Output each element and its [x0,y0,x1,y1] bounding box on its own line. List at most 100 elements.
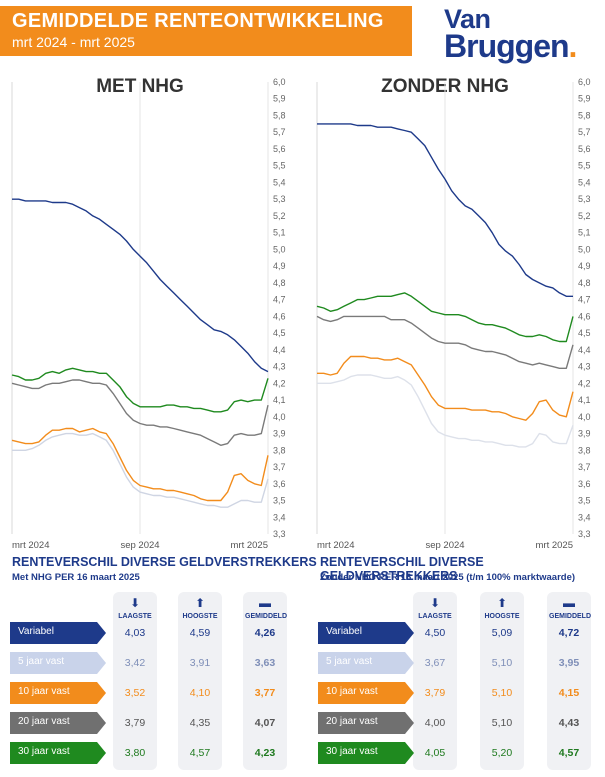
row-label: 30 jaar vast [18,746,70,757]
y-tick-label: 4,2 [578,378,591,388]
series-line-10jaar [11,427,269,502]
row-label: 20 jaar vast [18,716,70,727]
column-label: HOOGSTE [182,613,218,620]
row-label: 5 jaar vast [18,656,65,667]
cell-gemiddeld: 4,07 [254,717,276,729]
column-label: GEMIDDELD [549,613,591,620]
column-background-gemiddeld [547,592,591,770]
row-arrow-fill [318,742,414,764]
y-tick-label: 4,4 [273,345,286,355]
y-tick-label: 3,5 [273,496,286,506]
y-tick-label: 5,3 [578,194,591,204]
column-header-gemiddeld: ▬ GEMIDDELD [245,597,287,620]
series-line-5jaar [12,432,269,508]
chart-met-nhg: MET NHG 6,05,95,85,75,65,55,45,35,25,15,0… [11,76,286,551]
y-tick-label: 5,6 [273,144,286,154]
series-line-5jaar [317,374,574,448]
x-tick-label: mrt 2024 [12,540,50,551]
row-label-bar: 5 jaar vast [10,652,106,674]
y-tick-label: 4,1 [273,395,286,405]
cell-gemiddeld: 4,15 [558,687,580,699]
row-arrow-fill [318,712,414,734]
y-tick-label: 5,2 [578,211,591,221]
cell-hoogste: 4,59 [189,627,211,639]
row-label-bar: Variabel [318,622,414,644]
y-tick-label: 5,1 [273,228,286,238]
page-subtitle: mrt 2024 - mrt 2025 [12,34,135,50]
y-tick-label: 3,9 [273,429,286,439]
x-tick-label: sep 2024 [425,540,464,551]
logo-dot: . [568,28,578,64]
arrow-down-icon: ⬇ [129,596,141,610]
y-tick-label: 3,8 [578,445,591,455]
van-bruggen-logo: Van Bruggen. [438,4,598,64]
cell-hoogste: 4,35 [189,717,211,729]
y-tick-label: 6,0 [578,77,591,87]
series-line-variabel [12,198,269,373]
y-tick-label: 4,3 [578,362,591,372]
cell-hoogste: 4,10 [189,687,211,699]
logo-wordmark: Bruggen [444,28,570,64]
row-label-bar: 10 jaar vast [10,682,106,704]
series-line-20jaar [316,315,574,369]
cell-laagste: 4,05 [424,747,446,759]
x-tick-label: mrt 2025 [231,540,269,551]
cell-gemiddeld: 3,63 [254,657,276,669]
column-label: LAAGSTE [418,613,452,620]
header: GEMIDDELDE RENTEONTWIKKELING mrt 2024 - … [0,0,605,64]
dash-icon: ▬ [563,596,575,610]
cell-laagste: 4,03 [124,627,146,639]
arrow-up-icon: ⬆ [194,596,206,610]
y-tick-label: 3,4 [578,512,591,522]
y-tick-label: 5,9 [273,94,286,104]
row-arrow-shape [10,622,106,644]
y-tick-label: 4,8 [273,278,286,288]
arrow-down-icon: ⬇ [429,596,441,610]
row-arrow-fill [318,652,414,674]
row-label-bar: 20 jaar vast [10,712,106,734]
y-tick-label: 4,0 [578,412,591,422]
row-label: 10 jaar vast [326,686,378,697]
x-tick-label: mrt 2025 [536,540,574,551]
cell-gemiddeld: 4,43 [558,717,580,729]
y-tick-label: 5,5 [273,161,286,171]
y-tick-label: 4,7 [578,295,591,305]
row-label-bar: 30 jaar vast [10,742,106,764]
page-title: GEMIDDELDE RENTEONTWIKKELING [12,10,384,32]
cell-gemiddeld: 4,72 [558,627,580,639]
row-arrow-fill [10,712,106,734]
cell-hoogste: 5,10 [491,717,513,729]
series-line-20jaar [11,379,269,446]
row-arrow-shape [318,682,414,704]
row-arrow-shape [10,682,106,704]
y-tick-label: 5,7 [273,127,286,137]
column-background-laagste [413,592,457,770]
column-header-gemiddeld: ▬ GEMIDDELD [549,596,591,620]
column-label: GEMIDDELD [245,613,287,620]
row-arrow-fill [10,682,106,704]
row-label: 20 jaar vast [326,716,378,727]
cell-hoogste: 5,10 [491,687,513,699]
cell-laagste: 3,79 [424,687,446,699]
title-banner [0,6,412,56]
y-tick-label: 5,2 [273,211,286,221]
y-tick-label: 4,9 [273,261,286,271]
y-tick-label: 6,0 [273,77,286,87]
series-line-30jaar [11,367,269,413]
cell-laagste: 3,52 [124,687,146,699]
y-tick-label: 5,8 [578,110,591,120]
x-tick-label: sep 2024 [120,540,159,551]
row-arrow-fill [10,622,106,644]
cell-hoogste: 5,20 [491,747,513,759]
cell-laagste: 3,42 [124,657,146,669]
row-label: Variabel [326,626,362,637]
table-subtitle: Zonder NHG PER 16 maart 2025 (t/m 100% m… [320,572,576,583]
column-background-hoogste [178,592,222,770]
y-tick-label: 4,6 [273,311,286,321]
y-tick-label: 4,6 [578,311,591,321]
row-arrow-shape [318,742,414,764]
row-arrow-fill [10,652,106,674]
cell-hoogste: 5,10 [491,657,513,669]
y-tick-label: 4,8 [578,278,591,288]
y-tick-label: 4,7 [273,295,286,305]
